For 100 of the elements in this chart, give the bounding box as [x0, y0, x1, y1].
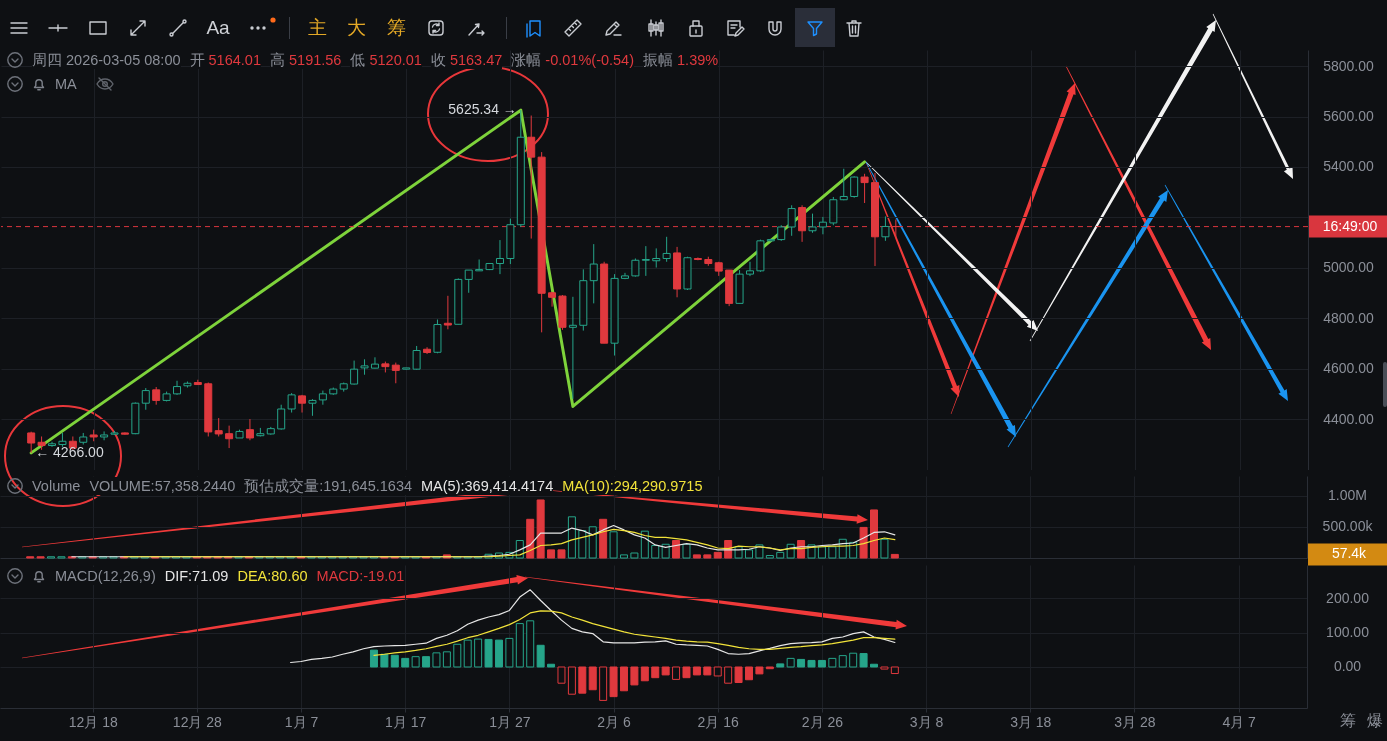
y-tick-label: 0.00 — [1333, 658, 1362, 675]
annotation: MA — [55, 75, 77, 93]
text: 16:49:00 — [1322, 217, 1378, 234]
x-tick-label: 2月 16 — [697, 713, 740, 730]
text: 筹 — [1340, 711, 1356, 731]
candlestick — [245, 418, 254, 441]
candlestick — [787, 204, 796, 237]
bar — [661, 666, 670, 676]
candlestick — [443, 295, 452, 330]
x-tick-label: 1月 7 — [284, 713, 319, 730]
text: 筹 — [386, 17, 406, 39]
bar — [380, 653, 389, 668]
bar — [526, 620, 535, 668]
line-series — [373, 610, 896, 656]
candlestick — [662, 236, 671, 263]
bar — [807, 659, 816, 668]
bar — [515, 623, 524, 668]
candlestick — [589, 243, 598, 304]
bar — [703, 666, 712, 676]
bar — [547, 549, 556, 559]
line-series — [290, 589, 896, 664]
bar — [870, 509, 879, 559]
bar — [755, 666, 764, 675]
y-tick-label: 4400.00 — [1323, 410, 1375, 427]
bar — [724, 666, 733, 684]
bar — [797, 658, 806, 668]
bar — [703, 554, 712, 559]
bar — [453, 643, 462, 668]
bar — [567, 666, 576, 695]
candlestick — [548, 291, 557, 308]
bar — [776, 663, 785, 668]
annotation: ← 4266.00 — [35, 443, 104, 460]
candlestick — [818, 216, 827, 235]
bar — [630, 552, 639, 559]
bar — [536, 499, 545, 559]
bar — [713, 666, 722, 677]
bar — [401, 657, 410, 668]
candlestick — [370, 356, 379, 369]
text: 57.4k — [1331, 545, 1368, 562]
text: DEA:80.60 — [237, 567, 308, 585]
y-tick-label: 5600.00 — [1323, 108, 1375, 125]
text: DIF:71.09 — [164, 567, 229, 585]
bar — [494, 639, 503, 668]
bar — [526, 518, 535, 559]
bar — [474, 638, 483, 668]
annotation: 开 5164.01 — [189, 52, 261, 68]
bar — [859, 653, 868, 668]
line-series — [123, 528, 896, 558]
bar — [692, 554, 701, 559]
candlestick — [652, 247, 661, 269]
candlestick — [798, 204, 807, 243]
bar — [390, 654, 399, 668]
bar — [880, 538, 889, 559]
candlestick — [850, 175, 859, 199]
bar — [557, 666, 566, 684]
annotation: Volume — [32, 477, 81, 495]
annotation: VOLUME:57,358.2440 — [89, 477, 236, 495]
candlestick — [495, 239, 504, 275]
candlestick — [225, 425, 234, 449]
x-tick-label: 3月 18 — [1010, 713, 1052, 730]
bar — [609, 666, 618, 698]
bar — [817, 659, 826, 668]
bar — [369, 649, 378, 668]
bar — [619, 554, 628, 559]
y-tick-label: 100.00 — [1326, 624, 1370, 641]
candlestick — [412, 345, 421, 371]
bar — [828, 546, 837, 559]
bar — [588, 666, 597, 691]
bar — [859, 526, 868, 559]
annotation: 低 5120.01 — [350, 52, 422, 68]
bar — [745, 549, 753, 559]
x-tick-label: 3月 28 — [1114, 713, 1156, 730]
bar — [838, 655, 847, 668]
bar — [422, 656, 431, 668]
bar — [630, 666, 639, 686]
candlestick — [141, 387, 150, 411]
candlestick — [860, 173, 869, 204]
candlestick — [475, 259, 484, 272]
bar — [567, 516, 576, 559]
bar — [588, 526, 597, 559]
y-tick-label: 500.00k — [1322, 518, 1374, 535]
candlestick — [631, 257, 640, 278]
bar — [745, 666, 753, 681]
bar — [692, 666, 701, 676]
annotation: 振幅 1.39% — [643, 52, 719, 68]
bar — [651, 666, 660, 679]
bar — [765, 555, 774, 559]
bar — [672, 666, 681, 680]
bar — [609, 531, 618, 559]
bar — [880, 666, 889, 670]
annotation: 收 5163.47 — [430, 52, 503, 68]
candlestick — [298, 394, 307, 414]
candlestick — [808, 213, 817, 234]
bar — [640, 666, 649, 682]
candlestick — [214, 417, 223, 437]
y-tick-label: 5800.00 — [1323, 57, 1375, 74]
bar — [599, 666, 608, 701]
bar — [870, 663, 879, 668]
text: MA(5):369,414.4174 — [421, 477, 554, 495]
bar — [578, 530, 587, 559]
